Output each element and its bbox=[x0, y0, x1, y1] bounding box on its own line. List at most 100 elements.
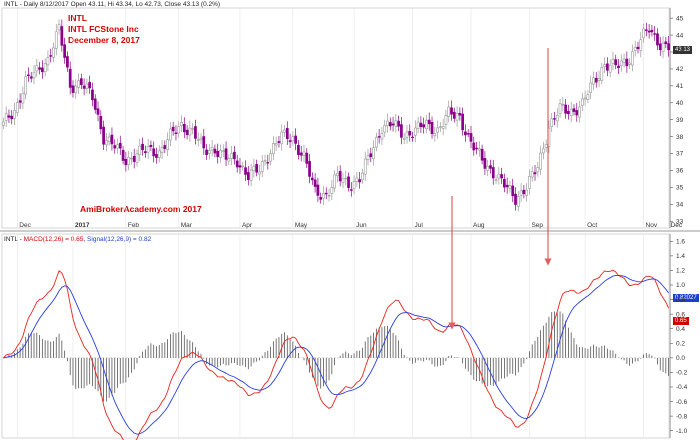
candle-body bbox=[553, 118, 556, 120]
candle bbox=[169, 122, 172, 147]
x-tick-label: Nov bbox=[646, 222, 658, 229]
candle bbox=[575, 102, 579, 122]
macd-y-tick-label: 0.6 bbox=[676, 311, 685, 318]
candle bbox=[400, 116, 403, 145]
candle bbox=[116, 138, 119, 154]
indicator-prefix: INTL - bbox=[4, 236, 24, 243]
candle bbox=[283, 124, 286, 137]
candle-body bbox=[38, 67, 41, 70]
candle-body bbox=[636, 46, 640, 49]
candle bbox=[522, 184, 526, 199]
candle-body bbox=[233, 151, 236, 160]
macd-y-tick-label: 0.4 bbox=[676, 326, 685, 333]
annotation-ticker: INTL bbox=[68, 13, 87, 23]
candle bbox=[466, 129, 470, 138]
candle-body bbox=[310, 177, 314, 181]
candle-body bbox=[519, 190, 523, 196]
candle-body bbox=[182, 124, 186, 133]
candle-body bbox=[327, 194, 331, 197]
candle bbox=[182, 117, 186, 139]
candle bbox=[530, 166, 534, 182]
candle bbox=[174, 125, 178, 141]
candle bbox=[606, 57, 609, 77]
candle bbox=[216, 143, 220, 164]
candle-body bbox=[93, 98, 97, 110]
candle-body bbox=[569, 108, 573, 116]
candle-body bbox=[544, 144, 548, 148]
candle bbox=[589, 75, 593, 100]
candle bbox=[336, 165, 339, 183]
candle bbox=[369, 147, 373, 163]
candle bbox=[413, 120, 417, 143]
candle-body bbox=[266, 162, 270, 164]
candle bbox=[238, 158, 242, 174]
candle-body bbox=[319, 197, 323, 200]
candle-body bbox=[436, 127, 439, 133]
candle bbox=[658, 37, 662, 56]
candle bbox=[594, 72, 598, 88]
price-badge: 43.13 bbox=[673, 45, 693, 54]
candle-body bbox=[619, 60, 623, 66]
candle-body bbox=[347, 176, 350, 188]
x-tick-label: Apr bbox=[242, 222, 253, 229]
candle-body bbox=[152, 148, 156, 157]
candle bbox=[450, 100, 453, 121]
candle-body bbox=[283, 129, 286, 133]
candle bbox=[464, 124, 467, 142]
candle bbox=[280, 124, 284, 151]
candle-body bbox=[135, 153, 139, 163]
candle bbox=[491, 159, 495, 185]
candle bbox=[313, 173, 317, 193]
candle-body bbox=[514, 193, 517, 205]
candle-body bbox=[439, 126, 442, 128]
candle bbox=[489, 159, 492, 174]
candle bbox=[433, 126, 437, 142]
candle-body bbox=[441, 126, 445, 129]
x-tick-label: Feb bbox=[128, 222, 140, 229]
candle-body bbox=[413, 127, 417, 136]
candle bbox=[578, 100, 581, 123]
candle bbox=[249, 163, 253, 187]
candle-body bbox=[180, 122, 183, 126]
candle bbox=[272, 136, 275, 161]
candle bbox=[213, 144, 217, 158]
candle-body bbox=[221, 150, 225, 152]
candle-body bbox=[177, 126, 181, 134]
candle bbox=[274, 136, 278, 152]
candle-body bbox=[105, 140, 108, 146]
candle-body bbox=[391, 123, 395, 126]
price-y-tick-label: 37 bbox=[676, 151, 684, 158]
macd-y-tick-label: -1.0 bbox=[676, 428, 688, 435]
candle-body bbox=[191, 128, 195, 130]
candle bbox=[91, 82, 94, 107]
candle-body bbox=[143, 151, 147, 153]
candle-body bbox=[202, 136, 206, 149]
candle-body bbox=[388, 122, 392, 127]
candle bbox=[319, 192, 323, 204]
candle bbox=[408, 124, 412, 142]
candle-body bbox=[194, 126, 197, 139]
candle bbox=[18, 93, 22, 109]
candle-body bbox=[433, 133, 437, 136]
candle bbox=[260, 155, 264, 178]
candle-body bbox=[539, 152, 542, 170]
candle bbox=[166, 132, 169, 157]
candle-body bbox=[408, 130, 412, 136]
candle bbox=[633, 40, 637, 57]
signal-line bbox=[3, 274, 669, 435]
candle-body bbox=[572, 108, 576, 112]
candle bbox=[163, 140, 167, 154]
candle-body bbox=[54, 31, 58, 49]
candle bbox=[269, 148, 272, 166]
candle-body bbox=[219, 150, 222, 158]
candle bbox=[349, 182, 353, 197]
candle bbox=[138, 138, 142, 162]
candle bbox=[68, 61, 72, 95]
candle-body bbox=[252, 165, 256, 171]
candle-body bbox=[530, 171, 534, 178]
indicator-legend: INTL - MACD(12,26) = 0.65, Signal(12,26,… bbox=[4, 236, 152, 243]
candle-body bbox=[249, 169, 253, 181]
candle-body bbox=[60, 26, 64, 46]
candle-body bbox=[617, 65, 620, 68]
candle-body bbox=[71, 85, 75, 93]
